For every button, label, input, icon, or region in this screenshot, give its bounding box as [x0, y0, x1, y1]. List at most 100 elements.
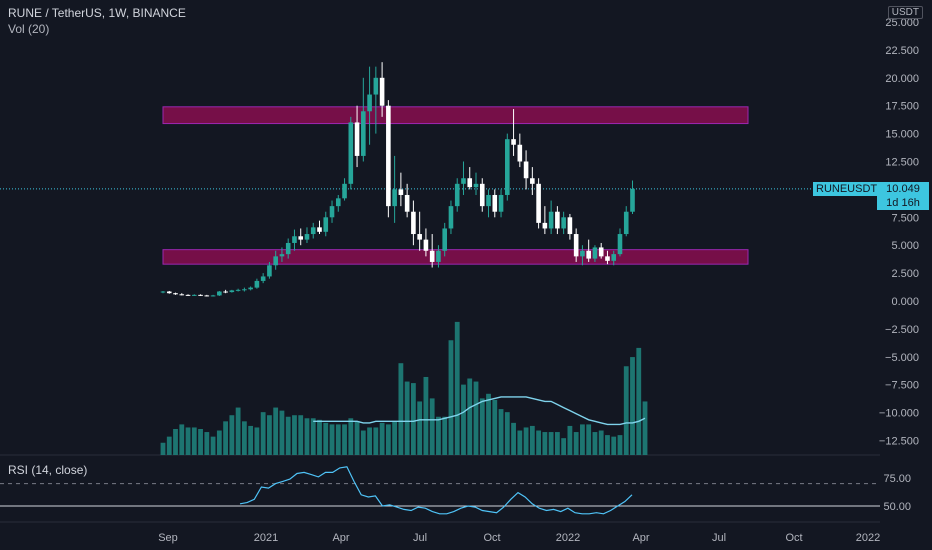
volume-bar	[373, 427, 379, 455]
candle-body	[580, 250, 585, 257]
candle-body	[573, 234, 579, 257]
volume-bar	[198, 428, 203, 455]
volume-bar	[317, 419, 322, 455]
candle-body	[561, 217, 566, 229]
volume-bar	[304, 418, 310, 455]
volume-bar	[586, 424, 592, 455]
candle-body	[361, 111, 366, 156]
price-axis-tick: 20.000	[885, 73, 919, 85]
volume-bar	[523, 427, 529, 455]
candle-body	[373, 77, 379, 95]
volume-bar	[241, 421, 247, 455]
candle-body	[185, 294, 191, 296]
candle-body	[517, 144, 523, 162]
time-axis-tick: Jul	[712, 532, 726, 544]
candle-body	[348, 122, 354, 184]
symbol-title[interactable]: RUNE / TetherUS, 1W, BINANCE	[8, 6, 186, 20]
rsi-line	[239, 466, 633, 515]
candle-body	[592, 247, 598, 259]
candle-body	[386, 105, 391, 207]
candle-body	[248, 287, 253, 290]
last-price-value: 10.049	[886, 183, 920, 195]
volume-bar	[292, 415, 297, 455]
candle-body	[473, 183, 479, 188]
candle-body	[523, 161, 529, 179]
time-axis-tick: 2022	[556, 532, 580, 544]
candle-body	[498, 194, 504, 212]
volume-bar	[517, 430, 523, 455]
candle-body	[511, 139, 516, 145]
volume-bar	[404, 381, 410, 455]
volume-bar	[436, 416, 441, 455]
volume-bar	[191, 427, 197, 455]
candle-body	[392, 189, 397, 207]
price-axis-tick: −7.500	[885, 380, 919, 392]
candle-body	[605, 256, 610, 261]
volume-bar	[267, 415, 272, 455]
candle-body	[404, 194, 410, 212]
volume-bar	[173, 428, 178, 455]
volume-bar	[273, 407, 279, 455]
volume-bar	[617, 435, 623, 455]
candle-body	[354, 122, 360, 156]
candle-body	[617, 234, 623, 255]
volume-bar	[554, 432, 560, 455]
volume-indicator-label[interactable]: Vol (20)	[8, 22, 50, 36]
volume-bar	[479, 398, 485, 455]
price-axis-tick: 25.000	[885, 17, 919, 29]
volume-bar	[529, 425, 535, 455]
volume-bar	[611, 436, 617, 455]
currency-unit-badge[interactable]: USDT	[887, 6, 923, 19]
candle-body	[267, 265, 272, 277]
volume-bar	[360, 430, 366, 455]
candle-body	[630, 188, 635, 212]
volume-bar	[498, 409, 504, 455]
price-axis-tick: 5.000	[891, 240, 919, 252]
candle-body	[210, 295, 216, 297]
volume-bar	[260, 412, 266, 455]
last-price-tag: 10.049 1d 16h	[877, 182, 929, 210]
candle-body	[548, 211, 554, 229]
candle-body	[242, 289, 247, 291]
price-axis-tick: 0.000	[891, 296, 919, 308]
volume-bar	[580, 424, 585, 455]
volume-bar	[561, 438, 567, 455]
candle-body	[260, 276, 266, 281]
volume-bar	[285, 416, 291, 455]
candle-body	[398, 189, 404, 195]
volume-bar	[398, 363, 404, 455]
candle-body	[329, 206, 335, 218]
candle-body	[479, 183, 485, 207]
candle-body	[429, 250, 435, 262]
candle-body	[285, 242, 291, 255]
price-axis-tick: 15.000	[885, 129, 919, 141]
volume-bar	[254, 427, 260, 455]
volume-bar	[248, 425, 254, 455]
candle-body	[492, 194, 498, 212]
volume-bar	[642, 401, 648, 455]
support-zone	[162, 249, 749, 265]
price-axis-tick: 12.500	[885, 157, 919, 169]
volume-bar	[567, 425, 573, 455]
candle-body	[586, 250, 591, 259]
volume-bar	[279, 410, 285, 455]
volume-bar	[429, 398, 435, 455]
rsi-indicator-label[interactable]: RSI (14, close)	[8, 463, 88, 477]
price-axis-tick: 7.500	[891, 212, 919, 224]
candle-body	[229, 290, 235, 293]
volume-bar	[210, 436, 216, 455]
volume-bar	[598, 430, 604, 455]
candle-body	[598, 247, 604, 257]
volume-layer	[160, 321, 648, 455]
volume-bar	[461, 384, 466, 455]
candle-body	[166, 291, 172, 294]
bar-countdown: 1d 16h	[886, 197, 920, 209]
candle-body	[235, 289, 241, 291]
candle-body	[423, 239, 429, 251]
last-price-symbol-tag: RUNEUSDT	[813, 182, 881, 196]
volume-ma-line	[313, 396, 646, 426]
price-axis-tick: −10.000	[879, 408, 919, 420]
volume-bar	[467, 378, 473, 455]
